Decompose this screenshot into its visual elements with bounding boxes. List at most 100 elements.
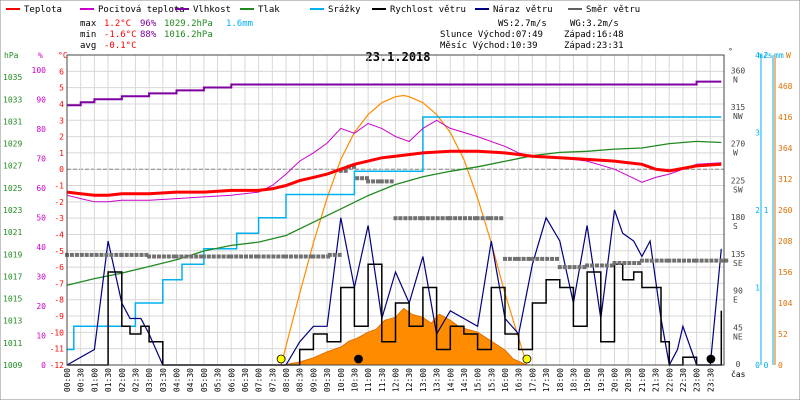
tick-direction-name: N	[733, 75, 738, 84]
tick-direction-name: NE	[733, 332, 743, 341]
tick-percent: 100	[32, 66, 47, 75]
stat-sun-rise: Slunce Východ:07:49	[440, 30, 543, 40]
series-smer-point	[480, 216, 485, 221]
series-smer-point	[582, 265, 587, 270]
tick-time: 15:30	[487, 368, 496, 392]
tick-celsius: -1	[54, 182, 64, 191]
series-smer-point	[189, 254, 194, 259]
series-smer-point	[672, 258, 677, 263]
series-smer-point	[453, 216, 458, 221]
series-smer-point	[507, 256, 512, 261]
tick-wm2: 156	[778, 268, 793, 277]
tick-time: 20:30	[624, 368, 633, 392]
series-smer-point	[84, 252, 89, 257]
tick-time: 22:30	[679, 368, 688, 392]
tick-hpa: 1013	[3, 317, 22, 326]
series-smer-point	[229, 254, 234, 259]
series-smer-point	[445, 216, 450, 221]
series-smer-point	[366, 179, 371, 184]
tick-percent: 30	[36, 272, 46, 281]
series-smer-point	[379, 179, 384, 184]
tick-time: 14:30	[460, 368, 469, 392]
series-smer-point	[261, 254, 266, 259]
series-smer-point	[239, 254, 244, 259]
series-smer-point	[475, 216, 480, 221]
tick-time: 08:30	[296, 368, 305, 392]
legend-label-tlak: Tlak	[258, 5, 280, 15]
marker-moon-rise	[354, 354, 363, 364]
tick-direction-name: W	[733, 149, 738, 158]
series-tlak	[66, 140, 722, 286]
tick-time: 15:00	[474, 368, 483, 392]
series-smer-point	[284, 254, 288, 259]
tick-time: 10:30	[350, 368, 359, 392]
series-smer-point	[622, 261, 627, 265]
series-smer-point	[184, 254, 189, 259]
series-smer-point	[308, 254, 313, 259]
tick-hpa: 1021	[3, 228, 22, 237]
tick-time: 20:00	[611, 368, 620, 392]
legend-label-smer: Směr větru	[586, 5, 640, 15]
tick-hpa: 1029	[3, 140, 22, 149]
tick-ms: 0	[755, 361, 760, 370]
tick-percent: 80	[36, 125, 46, 134]
legend-label-rychlost: Rychlost větru	[390, 5, 466, 15]
series-smer-point	[365, 176, 369, 181]
tick-wm2: 416	[778, 113, 793, 122]
tick-direction-name: SE	[733, 259, 743, 268]
tick-time: 09:00	[309, 368, 318, 392]
tick-hpa: 1017	[3, 272, 22, 281]
axis-label-celsius: °C	[58, 51, 68, 60]
series-smer-point	[234, 254, 239, 259]
tick-percent: 20	[36, 302, 46, 311]
series-smer-point	[94, 252, 99, 257]
series-smer-point	[355, 176, 360, 181]
tick-time: 00:30	[77, 368, 86, 392]
axis-ticks: -12-11-10-9-8-7-6-5-4-3-2-10123456010203…	[3, 51, 793, 392]
tick-celsius: 4	[59, 100, 64, 109]
series-smer-point	[644, 258, 649, 263]
stat-min-label: min	[80, 30, 96, 40]
tick-celsius: -8	[54, 296, 64, 305]
stat-min-press: 1016.2hPa	[164, 30, 213, 40]
series-smer-point	[244, 254, 248, 259]
series-smer-point	[430, 216, 435, 221]
stat-min-temp: -1.6°C	[104, 30, 137, 40]
legend-label-pocitova: Pocitová teplota	[98, 5, 185, 15]
series-smer-point	[535, 256, 540, 261]
series-smer-point	[288, 254, 293, 259]
series-smer-point	[201, 254, 206, 259]
tick-direction: 270	[731, 140, 746, 149]
tick-mm: 2	[764, 51, 769, 60]
axis-label-direction: °	[728, 47, 733, 56]
series-smer-point	[489, 216, 494, 221]
legend-label-teplota: Teplota	[24, 5, 62, 15]
series-smer-point	[691, 258, 696, 263]
series-smer-point	[585, 263, 590, 268]
tick-celsius: 0	[59, 165, 64, 174]
axis-label-ms: m/s	[758, 51, 773, 60]
tick-time: 13:30	[433, 368, 442, 392]
stat-sum-rain: 1.6mm	[226, 19, 253, 29]
tick-direction: 360	[731, 66, 746, 75]
series-smer-point	[545, 256, 550, 261]
series-smer-point	[343, 168, 348, 173]
tick-direction: 90	[733, 287, 743, 296]
series-smer-point	[199, 254, 204, 259]
tick-hpa: 1035	[3, 73, 22, 82]
tick-percent: 0	[41, 361, 46, 370]
plot-frame	[66, 54, 725, 366]
stat-avg-label: avg	[80, 41, 96, 51]
tick-wm2: 52	[778, 330, 788, 339]
tick-mm: 1	[764, 206, 769, 215]
tick-time: 16:30	[515, 368, 524, 392]
tick-direction: 315	[731, 103, 746, 112]
tick-time: 17:00	[528, 368, 537, 392]
series-smer-point	[206, 254, 211, 259]
series-smer-point	[530, 256, 535, 261]
series-smer-point	[627, 261, 632, 265]
stat-ws: WS:2.7m/s	[498, 19, 547, 29]
tick-time: 01:00	[90, 368, 99, 392]
tick-time: 09:30	[323, 368, 332, 392]
